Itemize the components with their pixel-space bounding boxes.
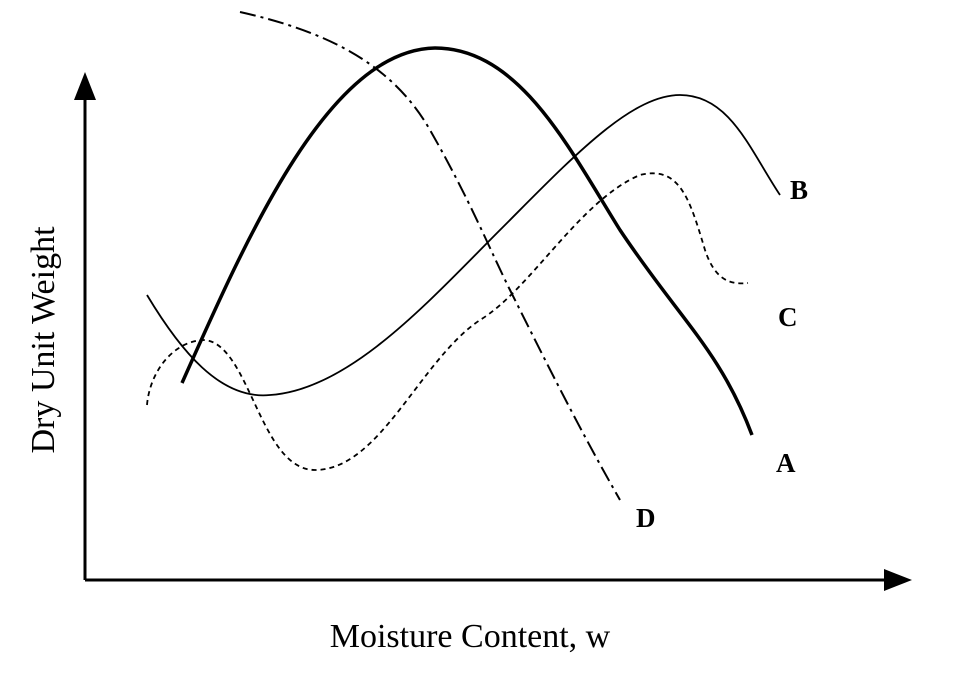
x-axis-arrow xyxy=(884,569,912,591)
curve-label: B xyxy=(790,175,808,205)
y-axis-arrow xyxy=(74,72,96,100)
curve-c xyxy=(146,172,749,471)
curve-d xyxy=(239,11,621,501)
curve-label: D xyxy=(636,503,656,533)
x-axis-label: Moisture Content, w xyxy=(330,618,611,655)
y-axis-label: Dry Unit Weight xyxy=(25,226,62,454)
curve-a xyxy=(180,46,754,436)
curve-label: A xyxy=(776,448,796,478)
curve-b xyxy=(146,94,781,397)
curve-label: C xyxy=(778,302,798,332)
